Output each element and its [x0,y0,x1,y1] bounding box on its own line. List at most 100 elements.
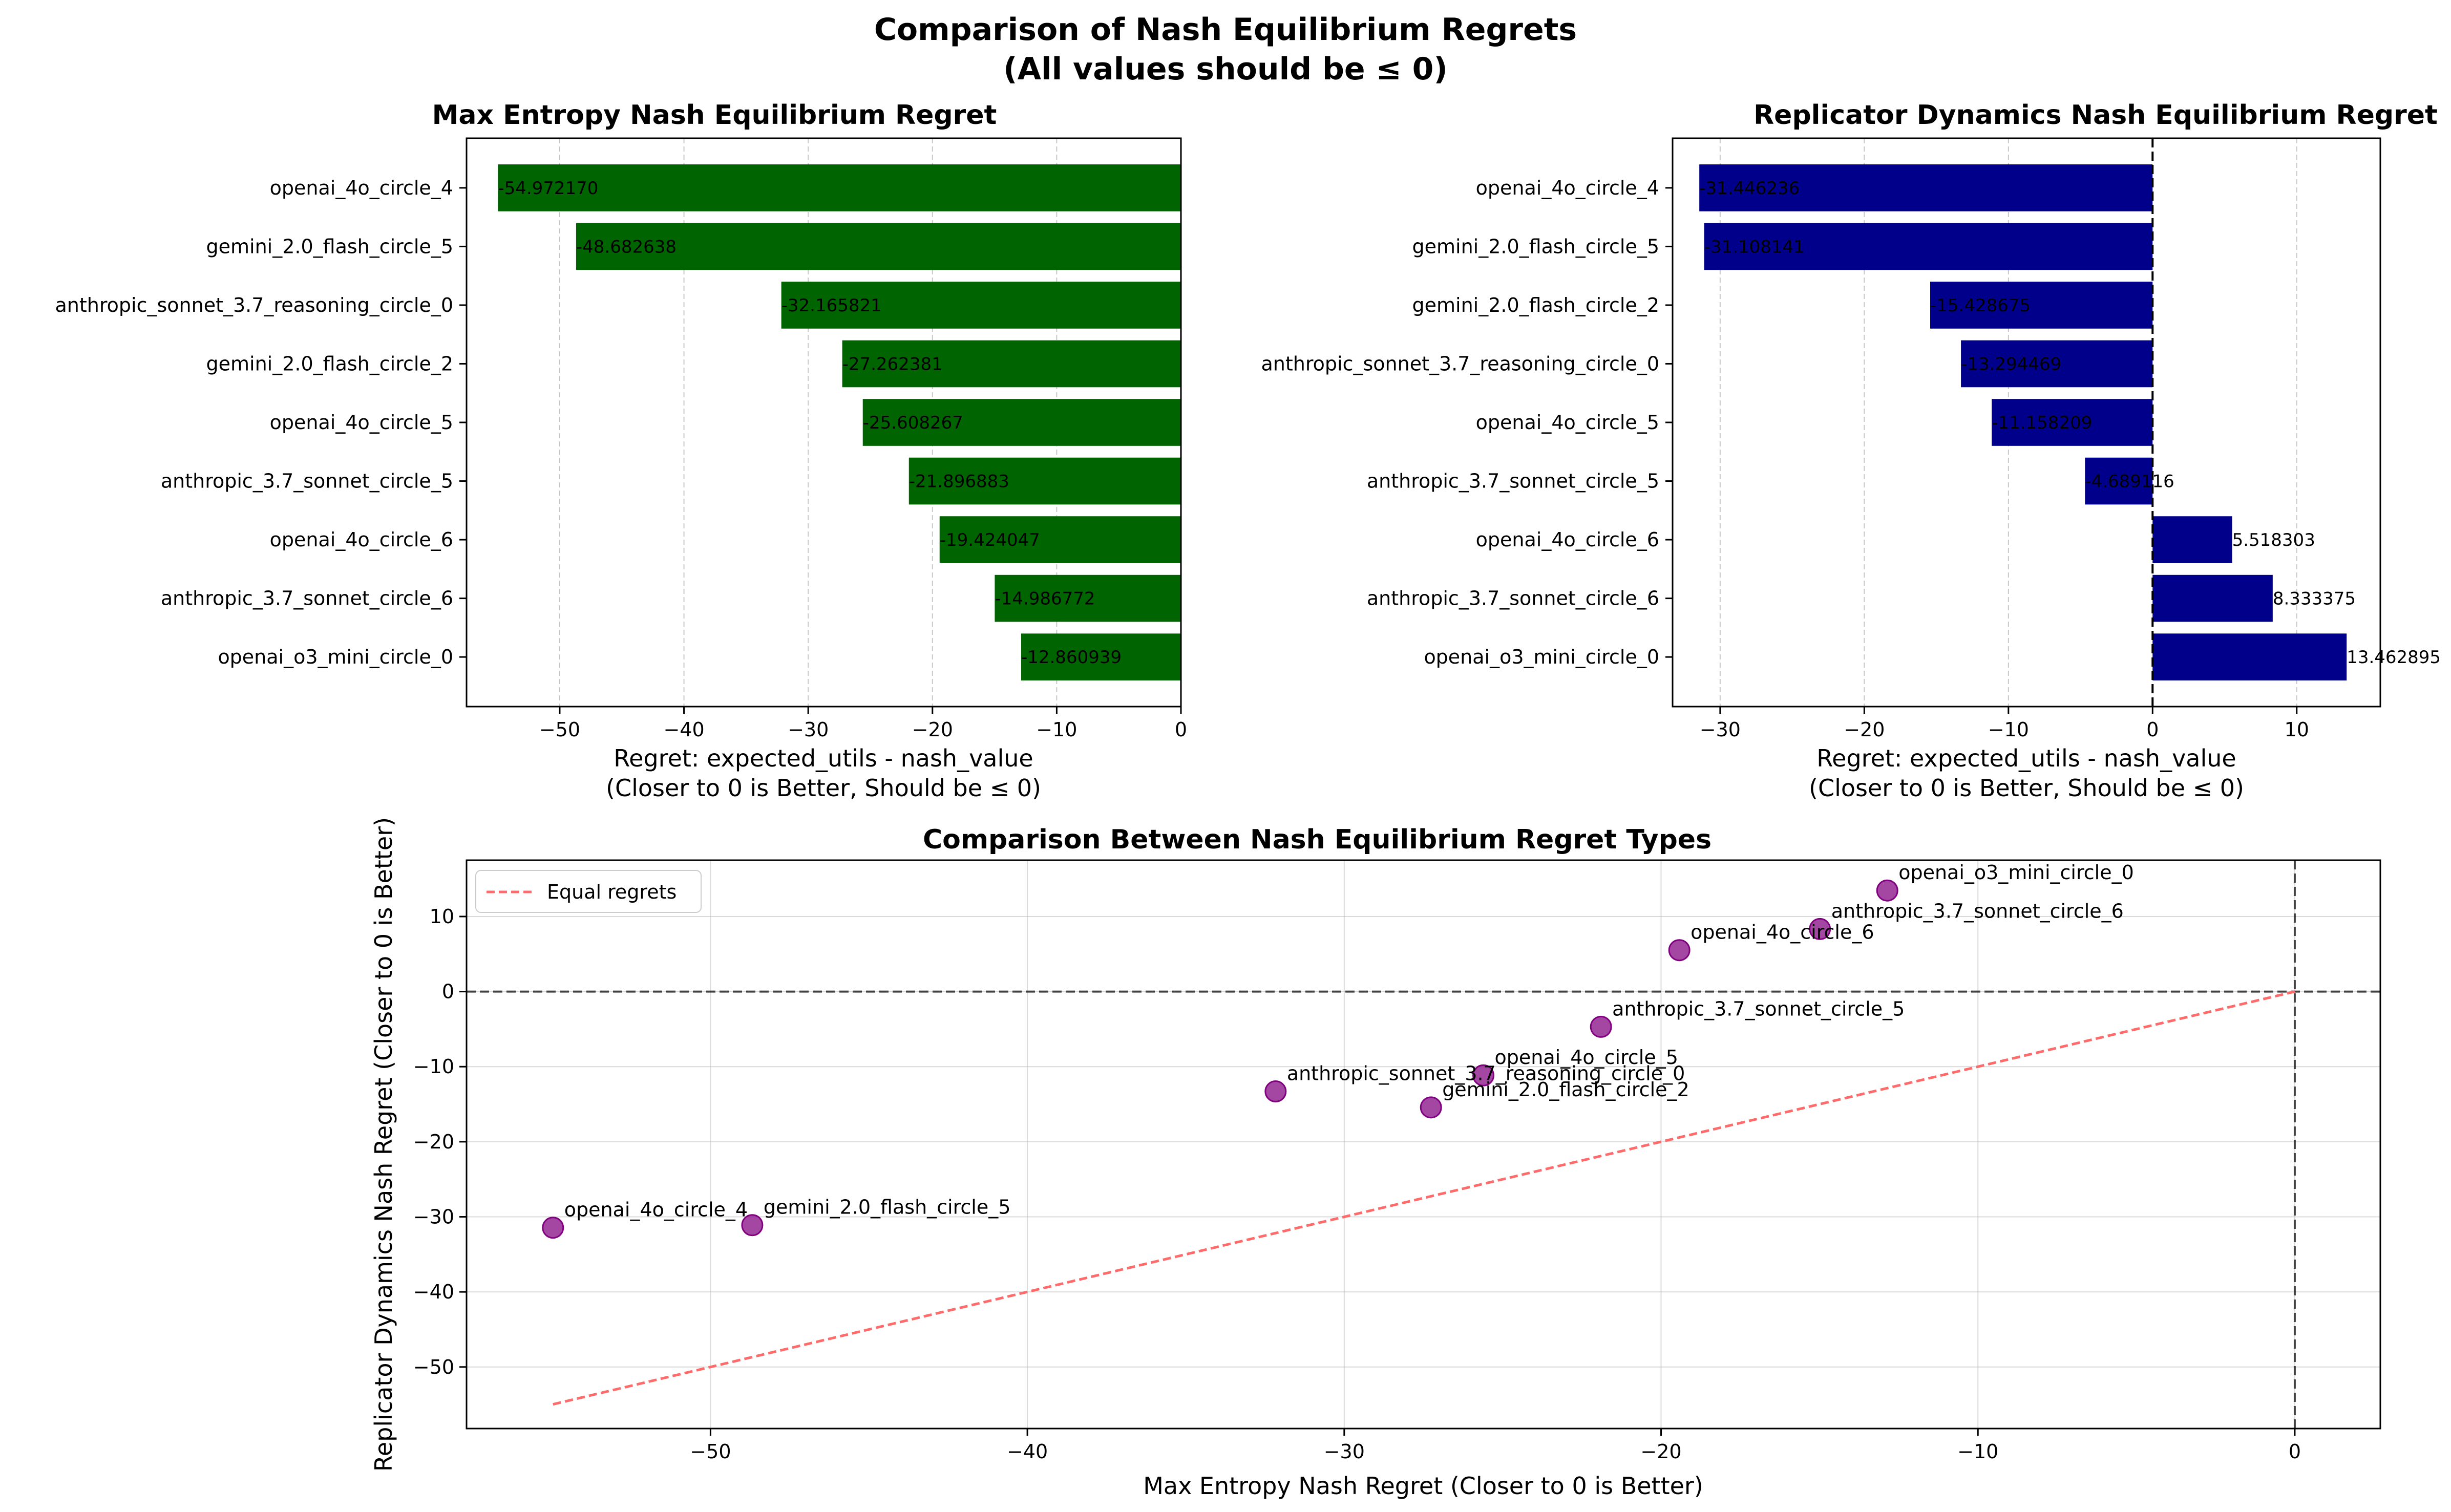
max-entropy-bar-gemini-2-0-flash-circle-5 [576,223,1181,270]
max-entropy-category-label: anthropic_3.7_sonnet_circle_5 [161,470,453,493]
replicator-xlabel-note: (Closer to 0 is Better, Should be ≤ 0) [1809,774,2244,802]
max-entropy-value-label: -48.682638 [576,237,677,257]
replicator-bar-gemini-2-0-flash-circle-5 [1704,223,2153,270]
replicator-value-label: 13.462895 [2347,647,2441,668]
replicator-bar-openai-4o-circle-5 [1992,399,2153,446]
replicator-xtick-label: −10 [1988,718,2029,741]
replicator-value-label: -11.158209 [1992,413,2092,433]
scatter-xtick-label: −30 [1324,1440,1365,1463]
scatter-point-label: openai_o3_mini_circle_0 [1898,861,2134,884]
max-entropy-bar-anthropic-3-7-sonnet-circle-6 [995,574,1181,622]
max-entropy-bar-openai-4o-circle-4 [498,164,1181,211]
scatter-xtick-label: −40 [1007,1440,1048,1463]
replicator-value-label: 5.518303 [2232,530,2315,550]
scatter-point-label: gemini_2.0_flash_circle_5 [764,1196,1011,1219]
max-entropy-xlabel-note: (Closer to 0 is Better, Should be ≤ 0) [606,774,1041,802]
scatter-point-anthropic-3-7-sonnet-circle-6 [1809,918,1831,940]
scatter-ytick-label: 0 [442,981,454,1003]
replicator-bar-openai-o3-mini-circle-0 [2152,633,2347,680]
replicator-category-label: anthropic_sonnet_3.7_reasoning_circle_0 [1261,352,1659,375]
max-entropy-xtick-label: −50 [539,718,580,741]
replicator-value-label: -31.446236 [1699,178,1800,199]
replicator-title: Replicator Dynamics Nash Equilibrium Reg… [1753,100,2438,131]
max-entropy-bar-gemini-2-0-flash-circle-2 [842,340,1181,388]
scatter-point-label: anthropic_3.7_sonnet_circle_6 [1831,900,2124,922]
scatter-xtick-label: −50 [690,1440,731,1463]
max-entropy-title: Max Entropy Nash Equilibrium Regret [432,100,997,131]
replicator-value-label: 8.333375 [2273,589,2356,609]
scatter-point-gemini-2-0-flash-circle-2 [1420,1096,1442,1119]
scatter-point-label: openai_4o_circle_6 [1691,921,1874,944]
replicator-category-label: gemini_2.0_flash_circle_2 [1412,294,1660,316]
max-entropy-category-label: openai_o3_mini_circle_0 [218,646,453,668]
max-entropy-category-label: gemini_2.0_flash_circle_2 [206,352,454,375]
max-entropy-bar-anthropic-sonnet-3-7-reasoning-circle-0 [781,282,1181,329]
replicator-xtick-label: −20 [1844,718,1885,741]
scatter-ytick-label: −50 [413,1356,454,1378]
replicator-xtick-label: 0 [2146,718,2159,741]
max-entropy-category-label: openai_4o_circle_6 [270,528,453,551]
scatter-point-anthropic-sonnet-3-7-reasoning-circle-0 [1264,1080,1287,1103]
max-entropy-value-label: -14.986772 [995,589,1095,609]
max-entropy-xtick-label: −40 [663,718,704,741]
scatter-point-label: openai_4o_circle_4 [564,1199,748,1221]
replicator-frame [1672,137,2381,708]
scatter-title: Comparison Between Nash Equilibrium Regr… [923,824,1712,855]
scatter-point-label: gemini_2.0_flash_circle_2 [1442,1078,1689,1101]
max-entropy-bar-openai-4o-circle-5 [862,399,1181,446]
replicator-xtick-label: −30 [1700,718,1741,741]
max-entropy-xtick-label: −20 [912,718,953,741]
replicator-bar-openai-4o-circle-6 [2152,516,2232,563]
replicator-xtick-label: 10 [2285,718,2309,741]
replicator-value-label: -13.294469 [1961,354,2061,374]
max-entropy-xtick-label: −30 [788,718,829,741]
replicator-bar-openai-4o-circle-4 [1699,164,2153,211]
max-entropy-bar-anthropic-3-7-sonnet-circle-5 [908,457,1181,505]
replicator-value-label: -4.689116 [2085,472,2174,492]
max-entropy-value-label: -12.860939 [1021,647,1122,668]
scatter-point-label: openai_4o_circle_5 [1495,1046,1678,1069]
scatter-ytick-label: −20 [413,1131,454,1153]
equal-regrets-line [553,990,2295,1406]
scatter-ytick-label: 10 [430,905,454,928]
max-entropy-category-label: anthropic_3.7_sonnet_circle_6 [161,587,453,610]
max-entropy-value-label: -21.896883 [909,472,1009,492]
replicator-category-label: openai_4o_circle_6 [1476,528,1659,551]
scatter-ytick-label: −30 [413,1205,454,1228]
scatter-xtick-label: −20 [1640,1440,1681,1463]
scatter-frame [466,859,2381,1430]
replicator-bar-gemini-2-0-flash-circle-2 [1930,282,2153,329]
scatter-ytick-label: −40 [413,1281,454,1303]
scatter-ytick-label: −10 [413,1055,454,1078]
max-entropy-xtick-label: −10 [1036,718,1077,741]
legend-label: Equal regrets [547,881,677,903]
replicator-category-label: anthropic_3.7_sonnet_circle_6 [1367,587,1659,610]
legend: Equal regrets [475,870,702,913]
replicator-bar-anthropic-3-7-sonnet-circle-6 [2152,574,2273,622]
max-entropy-bar-openai-o3-mini-circle-0 [1021,633,1181,680]
scatter-point-openai-4o-circle-5 [1472,1064,1495,1087]
scatter-point-openai-4o-circle-6 [1668,939,1691,962]
replicator-xlabel: Regret: expected_utils - nash_value [1816,744,2236,772]
max-entropy-category-label: openai_4o_circle_4 [270,177,453,199]
replicator-category-label: openai_4o_circle_5 [1476,411,1659,434]
max-entropy-value-label: -19.424047 [940,530,1040,550]
max-entropy-chart: Max Entropy Nash Equilibrium Regret open… [55,100,1188,802]
max-entropy-xlabel: Regret: expected_utils - nash_value [614,744,1033,772]
scatter-xtick-label: −10 [1957,1440,1998,1463]
scatter-ylabel: Replicator Dynamics Nash Regret (Closer … [370,817,397,1472]
max-entropy-value-label: -32.165821 [781,295,882,316]
replicator-chart: Replicator Dynamics Nash Equilibrium Reg… [1261,100,2441,802]
max-entropy-value-label: -27.262381 [842,354,943,374]
comparison-scatter: Comparison Between Nash Equilibrium Regr… [370,817,2381,1500]
scatter-point-openai-4o-circle-4 [542,1217,564,1239]
replicator-value-label: -31.108141 [1704,237,1805,257]
max-entropy-frame [466,137,1182,708]
max-entropy-category-label: openai_4o_circle_5 [270,411,453,434]
max-entropy-value-label: -54.972170 [498,178,598,199]
scatter-point-openai-o3-mini-circle-0 [1876,879,1898,902]
scatter-point-label: anthropic_sonnet_3.7_reasoning_circle_0 [1287,1062,1685,1085]
max-entropy-category-label: anthropic_sonnet_3.7_reasoning_circle_0 [55,294,453,316]
max-entropy-category-label: gemini_2.0_flash_circle_5 [206,235,454,258]
